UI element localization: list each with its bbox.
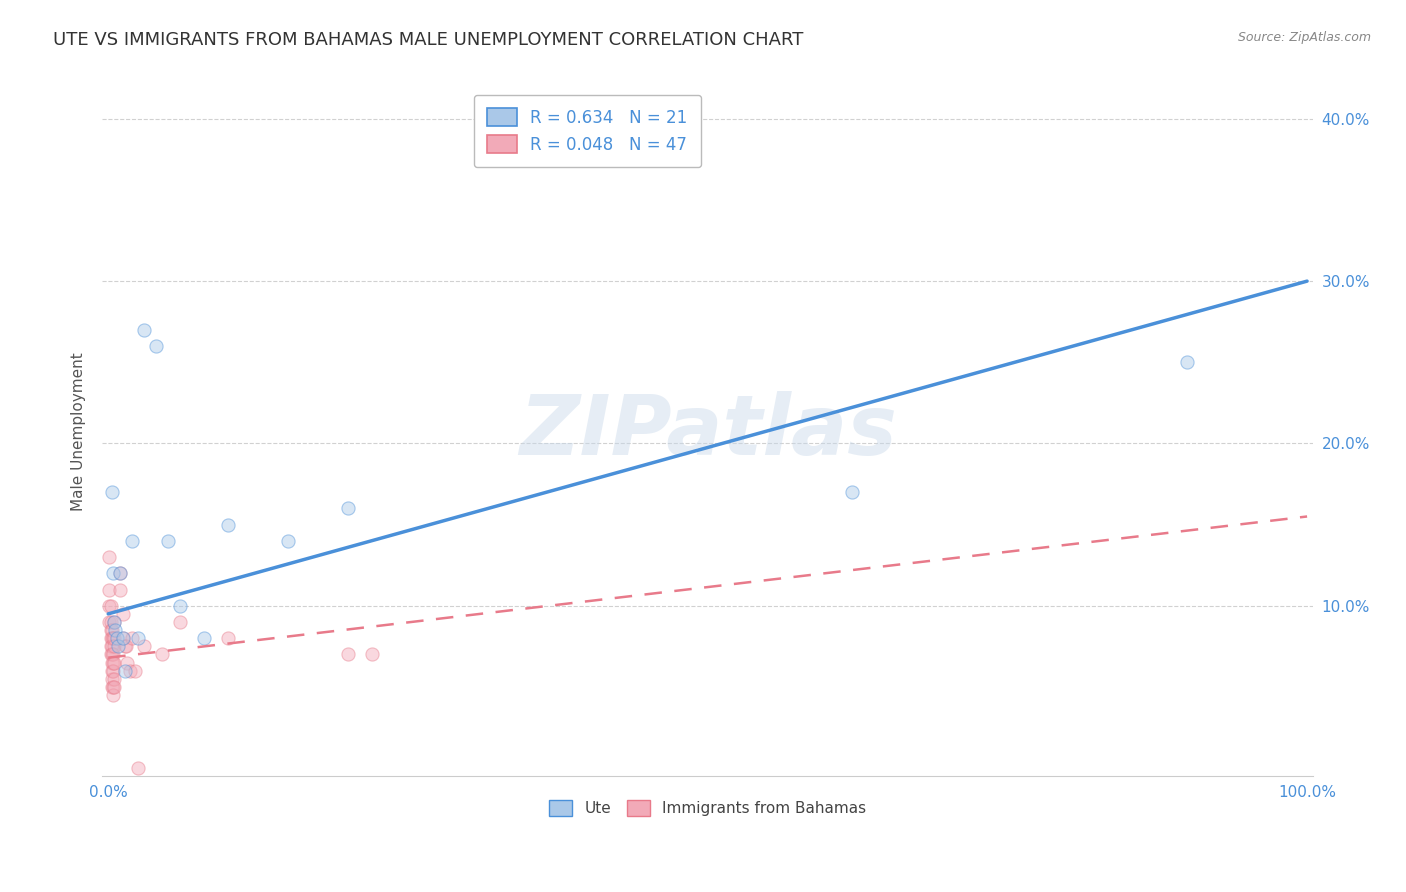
Point [101,656,124,670]
Point [101,631,124,645]
Point [100,599,122,613]
Point [841,485,863,500]
Point [101,631,124,645]
Point [117,656,139,670]
Point [115,640,138,654]
Point [150,648,173,662]
Point [101,688,124,702]
Text: ZIPatlas: ZIPatlas [519,391,897,472]
Point [103,631,125,645]
Point [108,582,131,597]
Point [121,631,143,645]
Point [100,631,122,645]
Point [101,485,124,500]
Point [361,648,384,662]
Point [103,680,125,694]
Point [101,648,124,662]
Point [107,640,129,654]
Point [111,607,134,621]
Point [98,582,121,597]
Point [277,533,299,548]
Point [101,680,124,694]
Point [100,640,122,654]
Point [217,517,239,532]
Point [103,640,125,654]
Point [101,623,124,637]
Y-axis label: Male Unemployment: Male Unemployment [72,351,86,510]
Point [134,640,156,654]
Point [101,566,124,581]
Point [98,615,121,629]
Point [336,501,359,516]
Point [103,615,125,629]
Point [193,631,215,645]
Point [114,640,136,654]
Point [157,533,180,548]
Point [127,631,149,645]
Point [101,664,124,678]
Point [217,631,239,645]
Point [103,656,125,670]
Legend: Ute, Immigrants from Bahamas: Ute, Immigrants from Bahamas [541,792,873,823]
Point [111,631,134,645]
Point [114,664,136,678]
Point [100,648,122,662]
Text: Source: ZipAtlas.com: Source: ZipAtlas.com [1237,31,1371,45]
Point [100,615,122,629]
Point [98,599,121,613]
Point [134,323,156,337]
Point [103,615,125,629]
Point [105,631,128,645]
Point [108,566,131,581]
Point [108,566,131,581]
Point [127,761,149,775]
Point [103,672,125,686]
Point [118,664,141,678]
Point [101,656,124,670]
Point [101,680,124,694]
Point [104,623,127,637]
Point [98,550,121,565]
Point [336,648,359,662]
Point [100,623,122,637]
Point [101,664,124,678]
Text: UTE VS IMMIGRANTS FROM BAHAMAS MALE UNEMPLOYMENT CORRELATION CHART: UTE VS IMMIGRANTS FROM BAHAMAS MALE UNEM… [53,31,804,49]
Point [169,615,191,629]
Point [121,533,143,548]
Point [1175,355,1198,369]
Point [145,339,167,353]
Point [169,599,191,613]
Point [101,672,124,686]
Point [101,640,124,654]
Point [124,664,146,678]
Point [101,648,124,662]
Point [111,631,134,645]
